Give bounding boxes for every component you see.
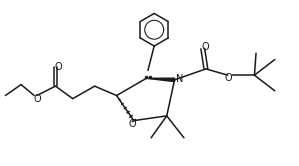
Text: N: N <box>176 74 184 84</box>
Text: O: O <box>54 62 62 72</box>
Polygon shape <box>147 78 175 82</box>
Text: O: O <box>34 94 42 104</box>
Text: O: O <box>202 42 209 52</box>
Text: O: O <box>224 73 232 83</box>
Text: O: O <box>129 119 136 129</box>
